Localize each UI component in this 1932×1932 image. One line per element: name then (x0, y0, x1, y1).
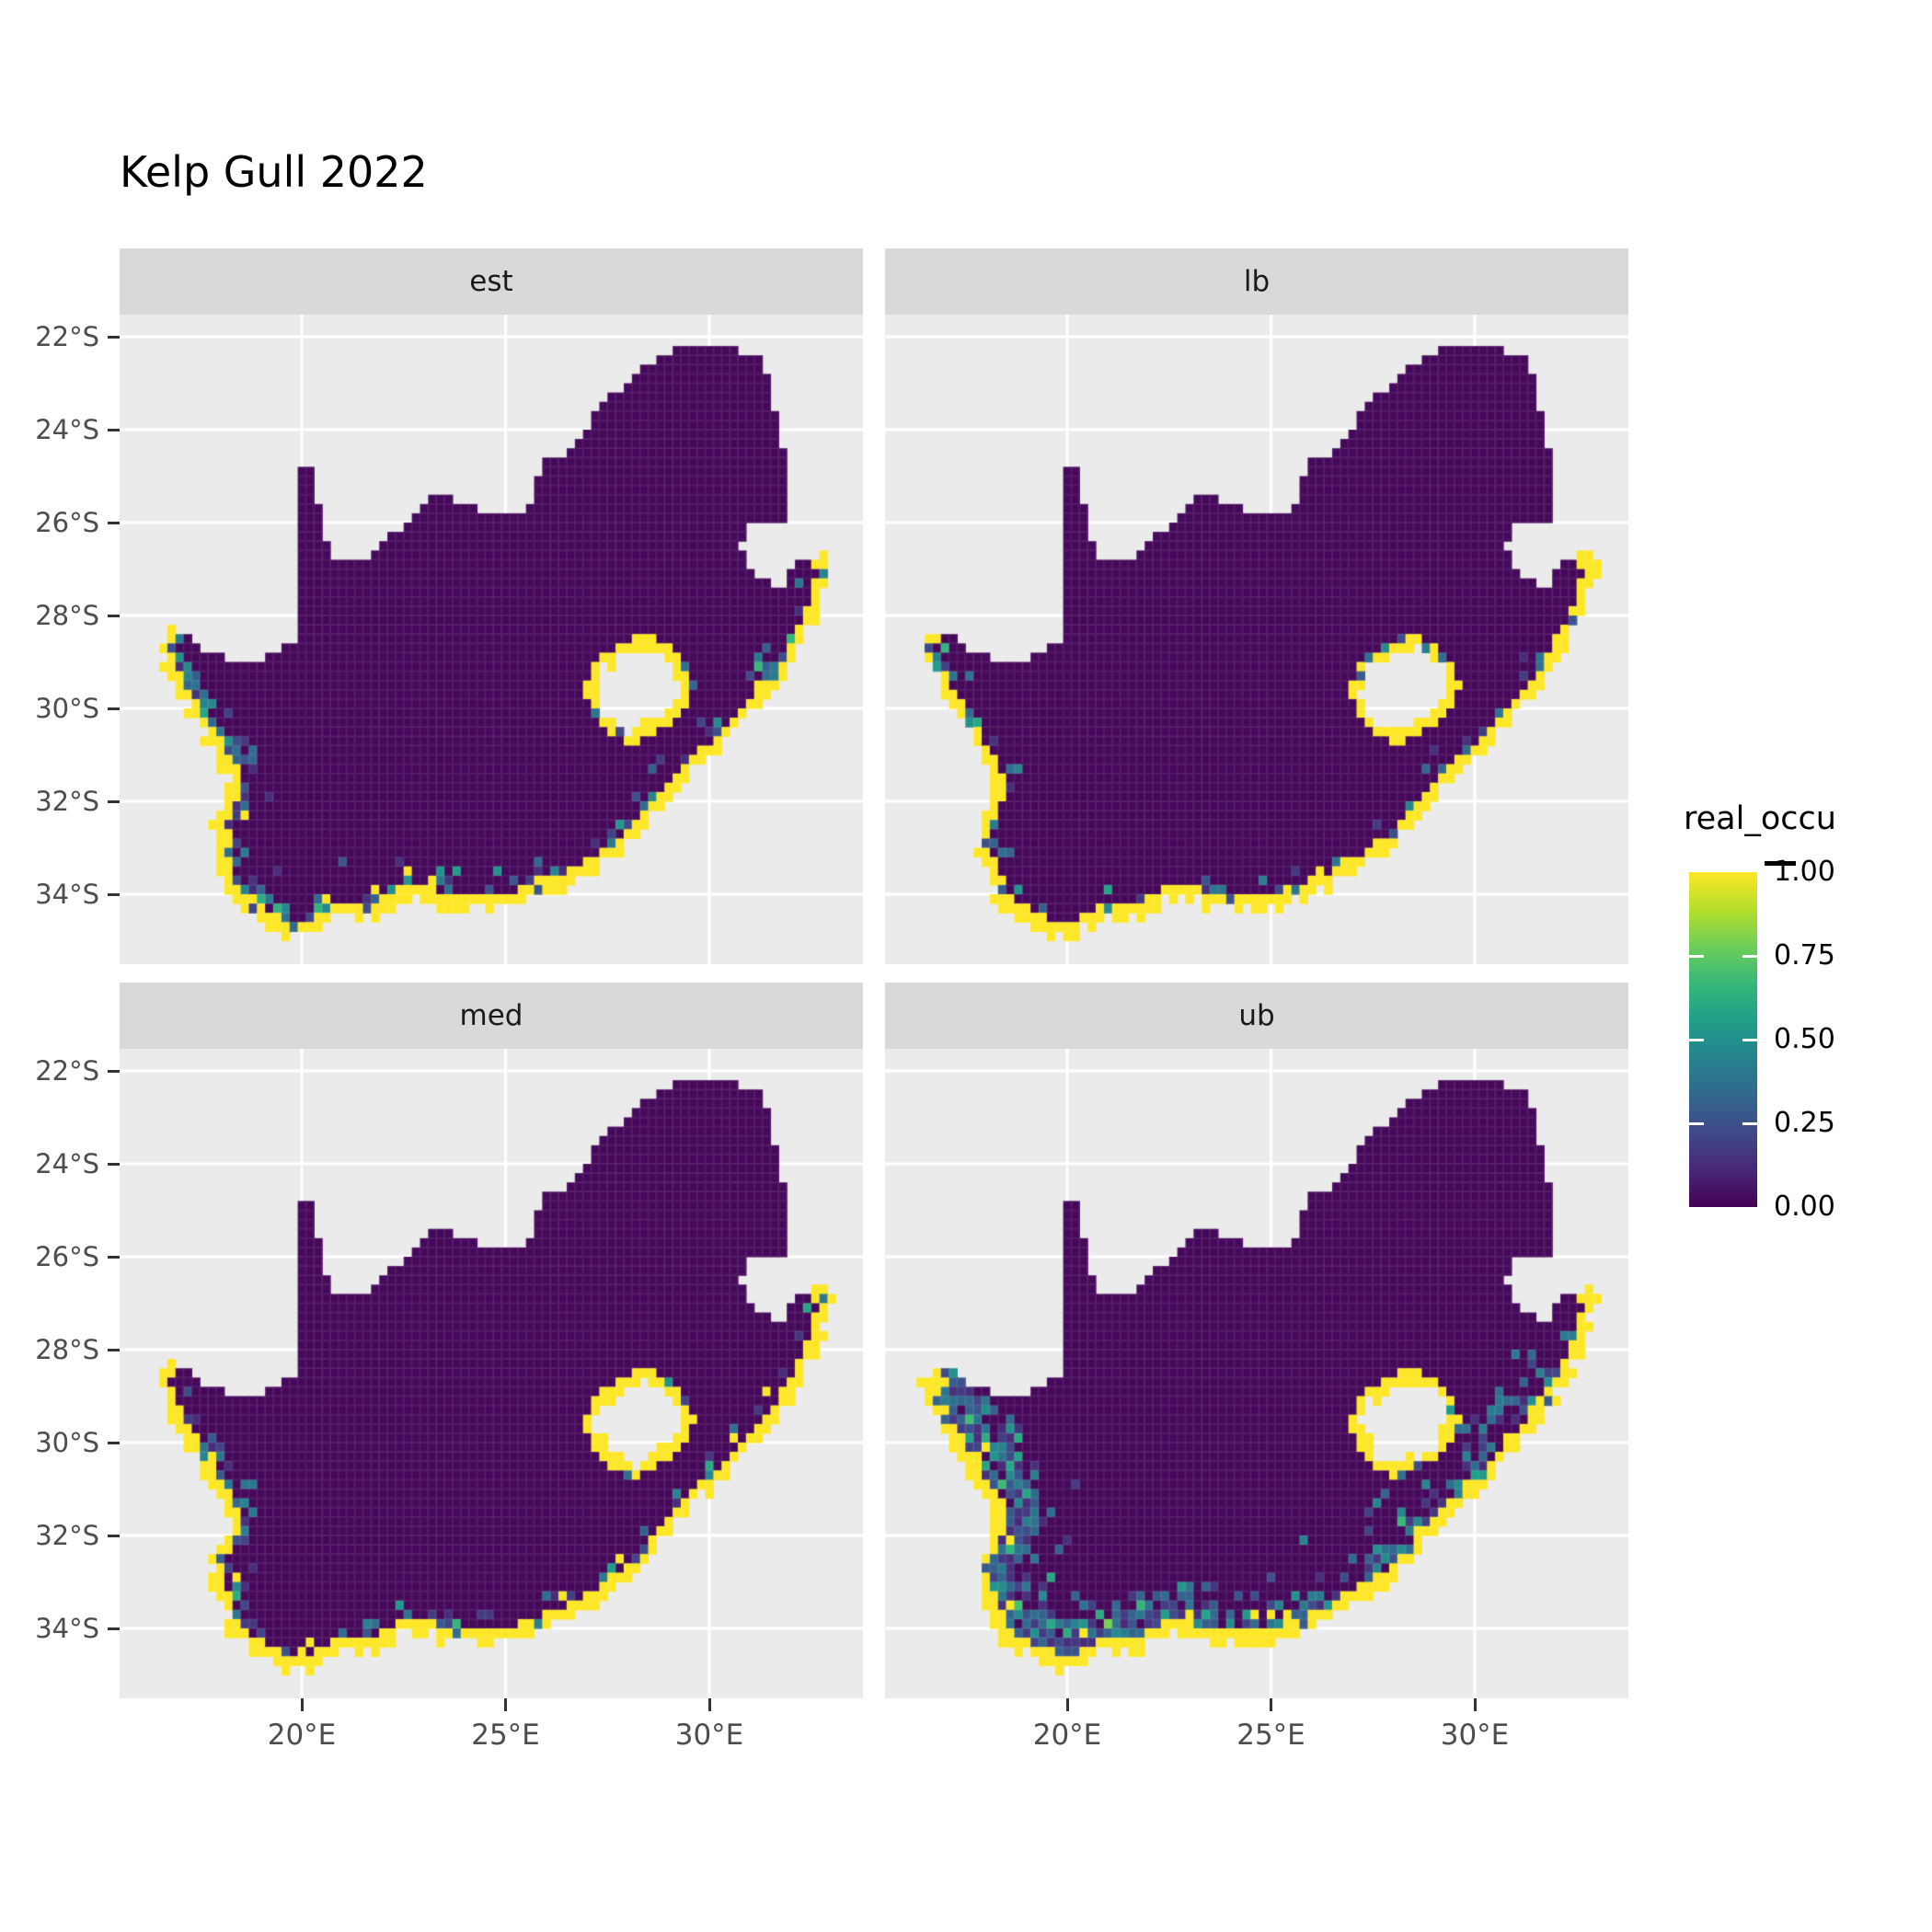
y-axis-tick (108, 707, 120, 710)
legend-colorbar-tick (1742, 1038, 1757, 1041)
y-tick-label: 32°S (35, 1520, 99, 1551)
legend-colorbar-tick (1742, 954, 1757, 958)
facet-strip-med: med (120, 983, 863, 1049)
map-panel-est (120, 315, 863, 964)
facet-strip-est: est (120, 248, 863, 315)
map-panel-med (120, 1049, 863, 1698)
y-axis-tick (108, 614, 120, 617)
legend-colorbar-tick (1689, 1121, 1704, 1125)
legend-colorbar-tick (1689, 1038, 1704, 1041)
y-tick-label: 34°S (35, 879, 99, 910)
legend-colorbar-tick (1742, 1121, 1757, 1125)
y-tick-label: 30°S (35, 693, 99, 724)
y-axis-tick (108, 1534, 120, 1537)
x-tick-label: 30°E (1440, 1719, 1510, 1752)
y-axis-tick (108, 521, 120, 524)
x-tick-label: 25°E (1236, 1719, 1305, 1752)
y-axis-tick (108, 1348, 120, 1351)
y-axis-tick (108, 1162, 120, 1166)
legend-top-tick (1765, 861, 1796, 866)
legend-tick-label: 0.00 (1774, 1190, 1835, 1223)
y-tick-label: 24°S (35, 1148, 99, 1179)
y-tick-label: 28°S (35, 600, 99, 631)
legend-tick-label: 1.00 (1774, 856, 1835, 888)
facet-strip-label: ub (1238, 999, 1275, 1032)
y-tick-label: 32°S (35, 786, 99, 817)
map-panel-ub (885, 1049, 1628, 1698)
y-tick-label: 34°S (35, 1613, 99, 1644)
map-panel-lb (885, 315, 1628, 964)
facet-strip-ub: ub (885, 983, 1628, 1049)
legend-tick-label: 0.25 (1774, 1107, 1835, 1139)
legend-colorbar-tick (1689, 954, 1704, 958)
y-tick-label: 28°S (35, 1334, 99, 1365)
y-axis-tick (108, 1255, 120, 1259)
y-axis-tick (108, 1441, 120, 1444)
y-tick-label: 30°S (35, 1427, 99, 1458)
x-axis-tick (1270, 1698, 1273, 1711)
facet-strip-label: est (469, 265, 513, 298)
x-axis-tick (504, 1698, 508, 1711)
y-tick-label: 22°S (35, 1055, 99, 1087)
x-axis-tick (1473, 1698, 1477, 1711)
x-axis-tick (1065, 1698, 1069, 1711)
x-tick-label: 20°E (267, 1719, 337, 1752)
y-axis-tick (108, 335, 120, 339)
legend-tick-label: 0.75 (1774, 939, 1835, 972)
y-axis-tick (108, 1627, 120, 1630)
y-tick-label: 26°S (35, 507, 99, 538)
y-tick-label: 26°S (35, 1241, 99, 1272)
x-tick-label: 20°E (1032, 1719, 1102, 1752)
legend: real_occu 1.00 0.75 0.50 0.25 0.00 (1682, 800, 1930, 1260)
y-axis-tick (108, 1069, 120, 1073)
x-tick-label: 30°E (674, 1719, 744, 1752)
y-tick-label: 24°S (35, 414, 99, 445)
y-axis-tick (108, 428, 120, 431)
x-tick-label: 25°E (471, 1719, 540, 1752)
x-axis-tick (300, 1698, 304, 1711)
y-axis-tick (108, 799, 120, 803)
legend-tick-label: 0.50 (1774, 1023, 1835, 1055)
facet-strip-label: lb (1243, 265, 1271, 298)
y-axis-tick (108, 892, 120, 896)
facet-strip-lb: lb (885, 248, 1628, 315)
legend-title: real_occu (1684, 800, 1836, 837)
plot-title: Kelp Gull 2022 (120, 147, 428, 197)
x-axis-tick (707, 1698, 711, 1711)
facet-strip-label: med (459, 999, 523, 1032)
y-tick-label: 22°S (35, 321, 99, 352)
